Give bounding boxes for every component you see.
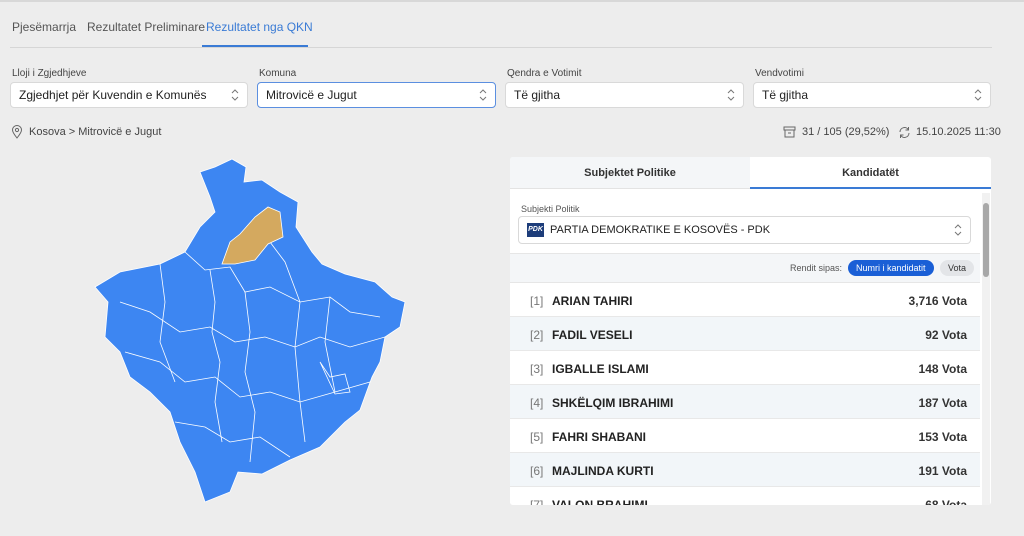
updated-time: 15.10.2025 11:30 bbox=[916, 126, 1001, 138]
chevron bbox=[727, 89, 735, 101]
filter-select[interactable]: Të gjitha bbox=[505, 82, 744, 108]
map-region-selected[interactable] bbox=[221, 206, 284, 265]
filter-label: Komuna bbox=[259, 68, 297, 79]
scrollbar[interactable] bbox=[982, 193, 990, 505]
sort-option[interactable]: Vota bbox=[940, 260, 975, 276]
candidate-row[interactable]: [4] SHKËLQIM IBRAHIMI 187 Vota bbox=[510, 385, 980, 419]
filter-select[interactable]: Mitrovicë e Jugut bbox=[257, 82, 496, 108]
candidate-number: [3] bbox=[530, 362, 544, 376]
candidate-name: FAHRI SHABANI bbox=[552, 430, 647, 444]
candidate-number: [4] bbox=[530, 396, 544, 410]
candidate-number: [5] bbox=[530, 430, 544, 444]
filter-label: Lloji i Zgjedhjeve bbox=[12, 68, 87, 79]
sort-bar: Rendit sipas: Numri i kandidatit Vota bbox=[510, 253, 980, 283]
candidate-name: MAJLINDA KURTI bbox=[552, 464, 654, 478]
candidate-votes: 191 Vota bbox=[918, 464, 967, 478]
chevron bbox=[231, 89, 239, 101]
divider bbox=[10, 47, 992, 48]
pin-icon bbox=[11, 125, 23, 139]
filter-value: Zgjedhjet për Kuvendin e Komunës bbox=[19, 88, 207, 102]
breadcrumb: Kosova > Mitrovicë e Jugut bbox=[29, 126, 162, 138]
tab-underline bbox=[202, 45, 308, 47]
refresh-icon bbox=[899, 127, 910, 138]
tab-active[interactable]: Rezultatet nga QKN bbox=[206, 20, 313, 34]
candidate-row[interactable]: [5] FAHRI SHABANI 153 Vota bbox=[510, 419, 980, 453]
filter-select[interactable]: Zgjedhjet për Kuvendin e Komunës bbox=[10, 82, 248, 108]
candidate-name: FADIL VESELI bbox=[552, 328, 633, 342]
candidate-row[interactable]: [2] FADIL VESELI 92 Vota bbox=[510, 317, 980, 351]
candidate-votes: 148 Vota bbox=[918, 362, 967, 376]
filter-label: Vendvotimi bbox=[755, 68, 804, 79]
candidate-number: [2] bbox=[530, 328, 544, 342]
subject-label: Subjekti Politik bbox=[521, 204, 580, 214]
panel-tab[interactable]: Subjektet Politike bbox=[510, 157, 750, 189]
panel-tab-active[interactable]: Kandidatët bbox=[750, 157, 991, 189]
sort-label: Rendit sipas: bbox=[790, 263, 843, 273]
candidate-number: [6] bbox=[530, 464, 544, 478]
candidate-name: IGBALLE ISLAMI bbox=[552, 362, 649, 376]
chevron bbox=[974, 89, 982, 101]
candidate-row[interactable]: [3] IGBALLE ISLAMI 148 Vota bbox=[510, 351, 980, 385]
candidate-votes: 153 Vota bbox=[918, 430, 967, 444]
subject-value: PARTIA DEMOKRATIKE E KOSOVËS - PDK bbox=[550, 224, 771, 236]
party-logo: PDK bbox=[527, 223, 544, 237]
candidate-votes: 187 Vota bbox=[918, 396, 967, 410]
filter-select[interactable]: Të gjitha bbox=[753, 82, 991, 108]
candidate-name: VALON BRAHIMI bbox=[552, 498, 648, 505]
tab[interactable]: Rezultatet Preliminare bbox=[87, 20, 206, 34]
sort-option-active[interactable]: Numri i kandidatit bbox=[848, 260, 934, 276]
municipal-borders bbox=[119, 241, 386, 463]
candidate-name: SHKËLQIM IBRAHIMI bbox=[552, 396, 674, 410]
filter-value: Të gjitha bbox=[762, 88, 809, 102]
candidate-row[interactable]: [1] ARIAN TAHIRI 3,716 Vota bbox=[510, 283, 980, 317]
subject-select[interactable]: PDK PARTIA DEMOKRATIKE E KOSOVËS - PDK bbox=[518, 216, 971, 244]
filter-value: Mitrovicë e Jugut bbox=[266, 88, 357, 102]
tab[interactable]: Pjesëmarrja bbox=[12, 20, 77, 34]
candidate-row[interactable]: [6] MAJLINDA KURTI 191 Vota bbox=[510, 453, 980, 487]
box-icon bbox=[783, 126, 796, 138]
candidate-name: ARIAN TAHIRI bbox=[552, 294, 633, 308]
results-panel: Subjektet Politike Kandidatët Subjekti P… bbox=[510, 157, 991, 505]
chevron bbox=[954, 224, 962, 236]
filter-label: Qendra e Votimit bbox=[507, 68, 582, 79]
filter-value: Të gjitha bbox=[514, 88, 561, 102]
candidate-number: [7] bbox=[530, 498, 544, 505]
scrollbar-thumb[interactable] bbox=[983, 203, 989, 277]
candidate-number: [1] bbox=[530, 294, 544, 308]
candidate-row[interactable]: [7] VALON BRAHIMI 68 Vota bbox=[510, 487, 980, 505]
stations-count: 31 / 105 (29,52%) bbox=[802, 126, 890, 138]
chevron bbox=[479, 89, 487, 101]
map bbox=[94, 158, 406, 503]
candidate-votes: 3,716 Vota bbox=[908, 294, 967, 308]
candidate-votes: 92 Vota bbox=[925, 328, 967, 342]
candidate-votes: 68 Vota bbox=[925, 498, 967, 505]
